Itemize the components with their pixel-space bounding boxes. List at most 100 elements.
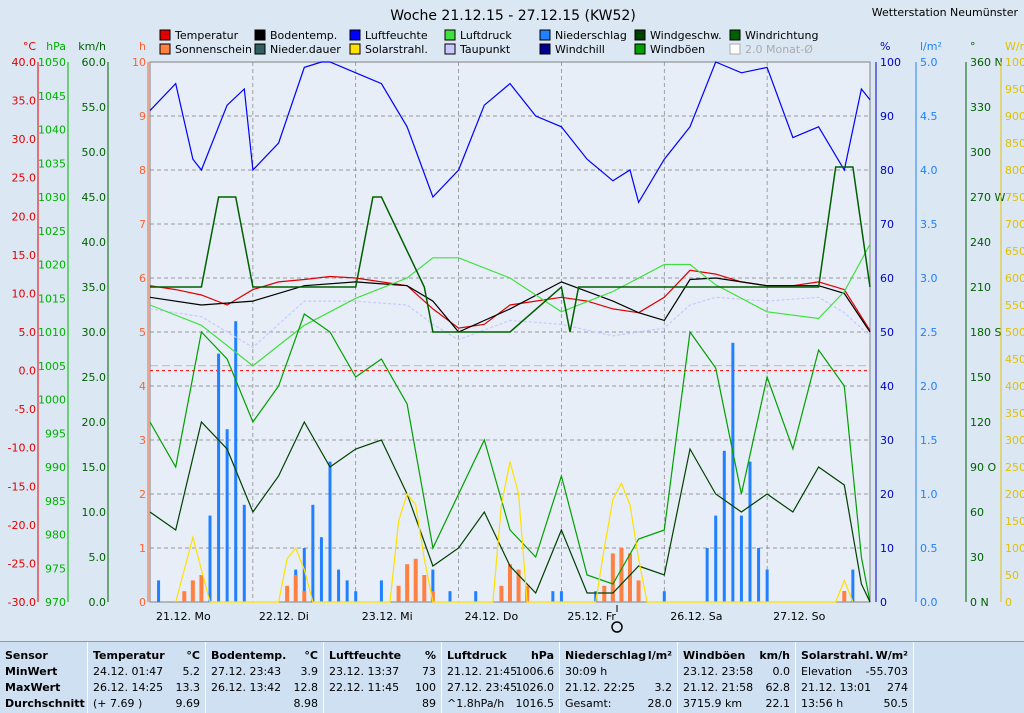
- precip-bar: [551, 591, 555, 602]
- axis-tick-label: 2.5: [920, 326, 938, 339]
- legend-item: Bodentemp.: [254, 29, 337, 42]
- axis-tick-label: 980: [45, 529, 66, 542]
- station-name: Wetterstation Neumünster: [872, 6, 1019, 19]
- axis-tick-label: 100: [1005, 542, 1024, 555]
- axis-tick-label: 0: [1005, 596, 1012, 609]
- legend-item: Windgeschw.: [634, 29, 722, 42]
- stats-column: Bodentemp. °C 27.12. 23:43 3.9 26.12. 13:42 1…: [206, 642, 324, 713]
- stats-header: Windböen km/h: [683, 649, 790, 662]
- stats-header: Sensor: [5, 649, 48, 662]
- scroll-marker[interactable]: [611, 605, 623, 633]
- axis-tick-label: 10: [132, 56, 146, 69]
- precip-bar: [311, 504, 315, 602]
- precip-bar: [705, 548, 709, 602]
- axis-tick-label: 80: [880, 164, 894, 177]
- sunshine-bar: [619, 548, 624, 602]
- axis-tick-label: 10.0: [82, 506, 107, 519]
- precip-bar: [851, 569, 855, 602]
- sunshine-bar: [499, 585, 504, 602]
- axis-unit: °C: [23, 40, 37, 53]
- axis-tick-label: 180 S: [970, 326, 1001, 339]
- day-label: 25.12. Fr: [567, 610, 616, 623]
- precip-bar: [242, 504, 246, 602]
- precip-bar: [319, 537, 323, 602]
- axis-tick-label: 3.5: [920, 218, 938, 231]
- axis-tick-label: 850: [1005, 137, 1024, 150]
- bar-series: [157, 321, 855, 602]
- legend-item: Niederschlag: [539, 29, 627, 42]
- axis-tick-label: 9: [139, 110, 146, 123]
- axis-tick-label: 60: [970, 506, 984, 519]
- axis-tick-label: -20.0: [8, 519, 36, 532]
- axis-tick-label: 150: [1005, 515, 1024, 528]
- stats-column: Temperatur °C 24.12. 01:47 5.2 26.12. 14:25 1…: [88, 642, 206, 713]
- axis-tick-label: 0.0: [19, 365, 37, 378]
- axis-tick-label: 5.0: [89, 551, 107, 564]
- axis-tick-label: 70: [880, 218, 894, 231]
- legend-label: Windchill: [555, 43, 605, 56]
- precip-bar: [337, 569, 341, 602]
- stats-header: Solarstrahl. W/m²: [801, 649, 908, 662]
- legend-item: Windböen: [634, 43, 705, 56]
- precip-bar: [157, 580, 161, 602]
- axis-tick-label: 1020: [38, 259, 66, 272]
- stats-row: MaxWert: [5, 681, 61, 694]
- series-line-luftfeuchte: [149, 61, 871, 204]
- stats-header: Luftdruck hPa: [447, 649, 554, 662]
- axis-tick-label: 4: [139, 380, 146, 393]
- legend-item: Luftfeuchte: [349, 29, 428, 42]
- stats-row: Elevation -55.703: [801, 665, 908, 678]
- axis-tick-label: 10: [880, 542, 894, 555]
- axis-tick-label: 4.5: [920, 110, 938, 123]
- axis-tick-label: 360 N: [970, 56, 1003, 69]
- axis-tick-label: 25.0: [12, 172, 37, 185]
- stats-row: 21.12. 22:25 3.2: [565, 681, 672, 694]
- axis-tick-label: 40: [880, 380, 894, 393]
- axis-tick-label: 45.0: [82, 191, 107, 204]
- sunshine-bar: [636, 580, 641, 602]
- sunshine-bar: [405, 564, 410, 602]
- stats-header: Niederschlag l/m²: [565, 649, 672, 662]
- legend-item: Solarstrahl.: [349, 43, 428, 56]
- legend-item: Temperatur: [159, 29, 239, 42]
- legend-item: 2.0 Monat-Ø: [729, 43, 813, 56]
- axis-tick-label: 5.0: [19, 326, 37, 339]
- day-label: 26.12. Sa: [670, 610, 722, 623]
- precip-bar: [208, 515, 212, 602]
- stats-header: Bodentemp. °C: [211, 649, 318, 662]
- axis-tick-label: 0: [880, 596, 887, 609]
- axis-tick-label: 500: [1005, 326, 1024, 339]
- axis-tick-label: 120: [970, 416, 991, 429]
- day-label: 24.12. Do: [465, 610, 519, 623]
- axis-tick-label: -25.0: [8, 557, 36, 570]
- axis-tick-label: 4.0: [920, 164, 938, 177]
- sunshine-bar: [422, 575, 427, 602]
- axis-tick-label: 60.0: [82, 56, 107, 69]
- stats-row: MinWert: [5, 665, 58, 678]
- axis-tick-label: 1015: [38, 292, 66, 305]
- sunshine-bar: [182, 591, 187, 602]
- axis-tick-label: 240: [970, 236, 991, 249]
- precip-bar: [474, 591, 478, 602]
- axis-tick-label: 270 W: [970, 191, 1005, 204]
- statistics-panel: Sensor MinWert MaxWert Durchschnitt Temperat…: [0, 641, 1024, 713]
- sunshine-bar: [190, 580, 195, 602]
- sunshine-bar: [516, 569, 521, 602]
- precip-bar: [448, 591, 452, 602]
- axis-tick-label: 15.0: [82, 461, 107, 474]
- axis-unit: °: [970, 40, 976, 53]
- axis-tick-label: 5: [139, 326, 146, 339]
- axis-tick-label: 50.0: [82, 146, 107, 159]
- axis-tick-label: 1050: [38, 56, 66, 69]
- stats-row: 26.12. 13:42 12.8: [211, 681, 318, 694]
- axis-tick-label: 15.0: [12, 249, 37, 262]
- axis-tick-label: 900: [1005, 110, 1024, 123]
- legend-label: Nieder.dauer: [270, 43, 341, 56]
- axis-tick-label: 970: [45, 596, 66, 609]
- stats-row: Gesamt: 28.0: [565, 697, 672, 710]
- axis-tick-label: 90: [880, 110, 894, 123]
- axis-tick-label: 995: [45, 427, 66, 440]
- precip-bar: [748, 461, 752, 602]
- axis-tick-label: 3: [139, 434, 146, 447]
- legend-label: Windböen: [650, 43, 705, 56]
